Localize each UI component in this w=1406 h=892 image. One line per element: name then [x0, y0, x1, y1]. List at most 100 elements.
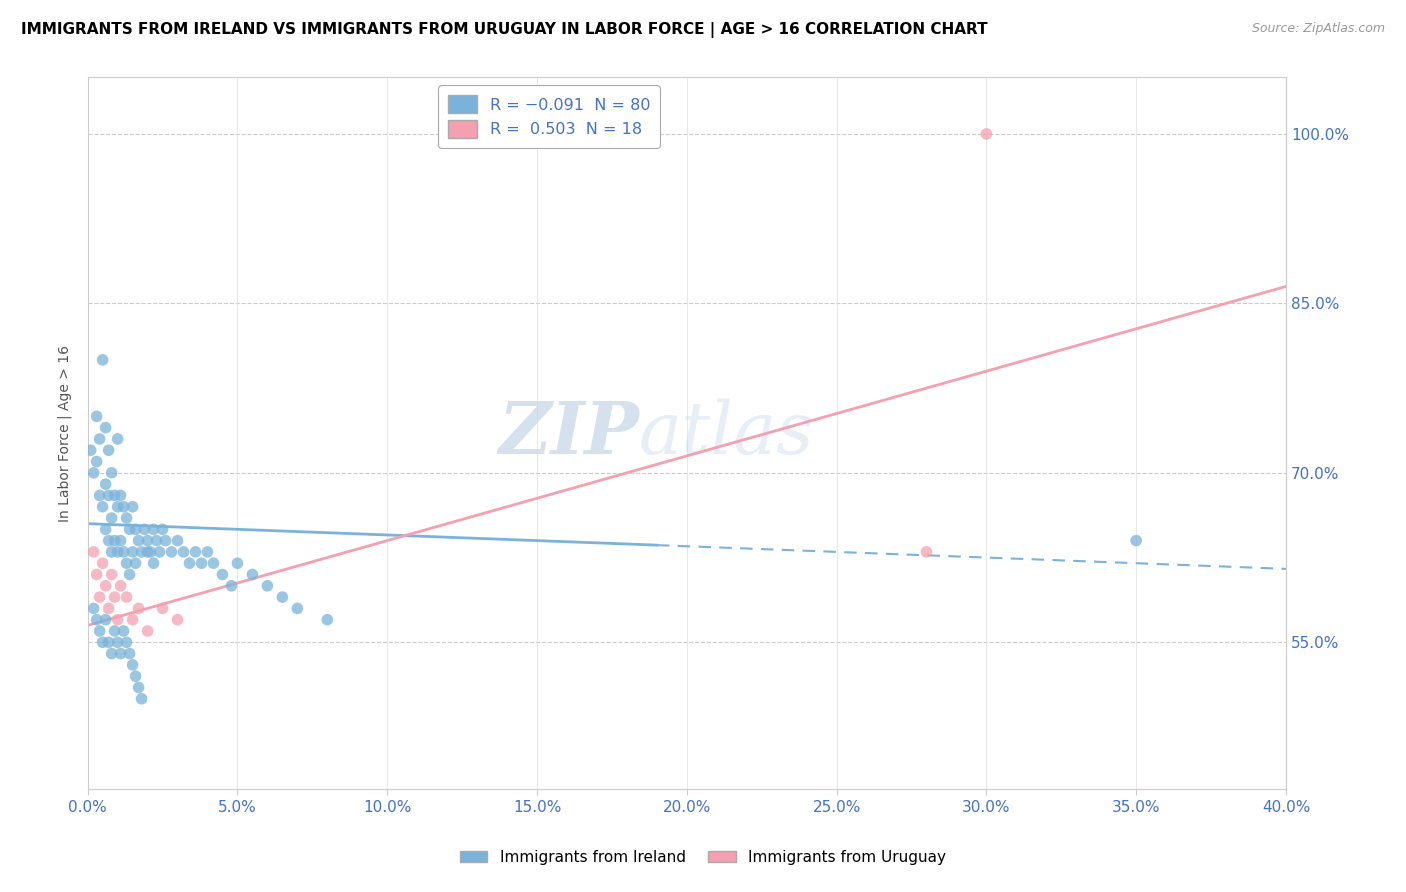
Point — [100, 567, 122, 582]
Y-axis label: In Labor Force | Age > 16: In Labor Force | Age > 16 — [58, 345, 72, 522]
Point — [136, 533, 159, 548]
Point — [139, 545, 162, 559]
Point — [271, 590, 294, 604]
Point — [136, 545, 159, 559]
Legend: Immigrants from Ireland, Immigrants from Uruguay: Immigrants from Ireland, Immigrants from… — [454, 844, 952, 871]
Point — [152, 601, 174, 615]
Point — [190, 556, 212, 570]
Point — [107, 432, 129, 446]
Point — [121, 613, 143, 627]
Point — [121, 657, 143, 672]
Point — [100, 511, 122, 525]
Point — [145, 533, 167, 548]
Point — [124, 522, 146, 536]
Point — [115, 511, 138, 525]
Point — [97, 443, 120, 458]
Point — [118, 522, 141, 536]
Point — [107, 613, 129, 627]
Point — [115, 635, 138, 649]
Point — [131, 691, 153, 706]
Point — [124, 556, 146, 570]
Text: atlas: atlas — [638, 398, 814, 468]
Point — [142, 522, 165, 536]
Point — [89, 590, 111, 604]
Point — [112, 500, 135, 514]
Point — [124, 669, 146, 683]
Legend: R = −0.091  N = 80, R =  0.503  N = 18: R = −0.091 N = 80, R = 0.503 N = 18 — [439, 86, 659, 148]
Point — [242, 567, 264, 582]
Point — [285, 601, 308, 615]
Point — [91, 352, 114, 367]
Point — [112, 624, 135, 638]
Point — [152, 522, 174, 536]
Point — [100, 545, 122, 559]
Point — [121, 545, 143, 559]
Point — [89, 488, 111, 502]
Point — [91, 635, 114, 649]
Point — [89, 624, 111, 638]
Point — [110, 488, 132, 502]
Point — [221, 579, 243, 593]
Point — [97, 533, 120, 548]
Point — [91, 500, 114, 514]
Point — [100, 647, 122, 661]
Point — [110, 533, 132, 548]
Point — [128, 601, 150, 615]
Point — [256, 579, 278, 593]
Point — [83, 545, 105, 559]
Point — [110, 579, 132, 593]
Point — [86, 613, 108, 627]
Point — [155, 533, 177, 548]
Point — [107, 545, 129, 559]
Text: Source: ZipAtlas.com: Source: ZipAtlas.com — [1251, 22, 1385, 36]
Point — [202, 556, 225, 570]
Point — [197, 545, 219, 559]
Text: IMMIGRANTS FROM IRELAND VS IMMIGRANTS FROM URUGUAY IN LABOR FORCE | AGE > 16 COR: IMMIGRANTS FROM IRELAND VS IMMIGRANTS FR… — [21, 22, 987, 38]
Point — [107, 635, 129, 649]
Point — [128, 533, 150, 548]
Point — [166, 533, 188, 548]
Point — [83, 601, 105, 615]
Point — [166, 613, 188, 627]
Point — [976, 127, 998, 141]
Point — [179, 556, 201, 570]
Point — [86, 409, 108, 424]
Point — [118, 647, 141, 661]
Point — [104, 624, 127, 638]
Point — [94, 420, 117, 434]
Point — [148, 545, 170, 559]
Point — [97, 601, 120, 615]
Point — [79, 443, 101, 458]
Text: ZIP: ZIP — [498, 398, 638, 469]
Point — [1125, 533, 1147, 548]
Point — [115, 590, 138, 604]
Point — [131, 545, 153, 559]
Point — [134, 522, 156, 536]
Point — [136, 624, 159, 638]
Point — [112, 545, 135, 559]
Point — [91, 556, 114, 570]
Point — [915, 545, 938, 559]
Point — [104, 590, 127, 604]
Point — [121, 500, 143, 514]
Point — [83, 466, 105, 480]
Point — [107, 500, 129, 514]
Point — [128, 681, 150, 695]
Point — [142, 556, 165, 570]
Point — [173, 545, 195, 559]
Point — [104, 488, 127, 502]
Point — [89, 432, 111, 446]
Point — [94, 613, 117, 627]
Point — [211, 567, 233, 582]
Point — [94, 477, 117, 491]
Point — [110, 647, 132, 661]
Point — [94, 579, 117, 593]
Point — [118, 567, 141, 582]
Point — [160, 545, 183, 559]
Point — [226, 556, 249, 570]
Point — [100, 466, 122, 480]
Point — [97, 635, 120, 649]
Point — [94, 522, 117, 536]
Point — [184, 545, 207, 559]
Point — [86, 454, 108, 468]
